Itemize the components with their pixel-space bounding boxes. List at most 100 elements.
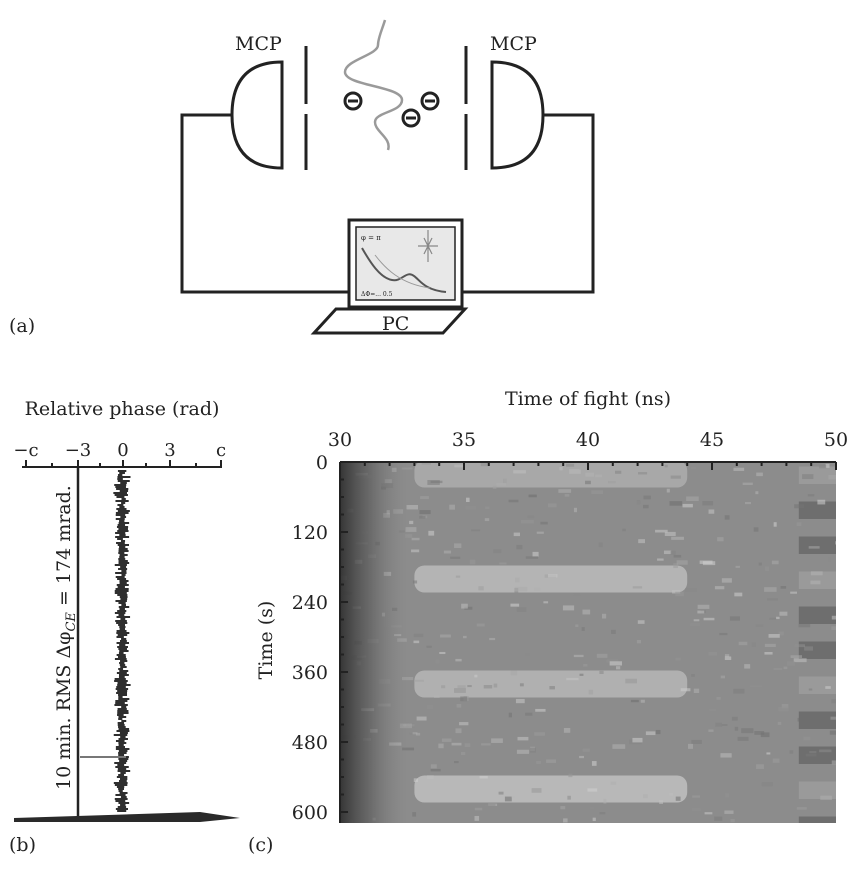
phase-trace-sample [118,560,128,562]
phase-trace-sample [116,776,128,778]
phase-axis-ticks [25,460,222,467]
phase-trace-sample [118,698,130,700]
phase-trace-sample [119,760,128,762]
phase-trace-sample [115,576,125,578]
phase-trace-sample [119,662,125,664]
phase-trace-sample [115,702,125,704]
electron-icon [401,108,421,128]
screen-text-2: ΔΦ=... 0.5 [361,291,393,298]
y-tick-label: 0 [316,452,328,474]
panel-b-phase-plot: Relative phase (rad) −c −3 0 3 c 10 min.… [9,398,240,856]
phase-trace-sample [119,520,125,522]
phase-trace-sample [117,722,125,724]
phase-trace-sample [117,470,127,472]
phase-trace-sample [119,732,128,734]
phase-trace-sample [117,806,127,808]
panel-c-label: (c) [248,834,273,856]
panel-a-schematic: φ = π ΔΦ=... 0.5 MCP MCP PC (a) [9,19,595,337]
phase-trace-sample [116,786,125,788]
phase-trace-sample [115,620,127,622]
phase-trace-sample [114,592,127,594]
electron-icon [420,91,440,111]
phase-trace-sample [114,678,126,680]
phase-trace-sample [117,586,125,588]
y-axis-title: Time (s) [255,601,277,680]
pc-laptop-icon [310,218,469,335]
x-tick-label: 50 [824,429,848,451]
phase-trace-sample [118,696,123,698]
phase-trace-sample [118,758,129,760]
phase-trace-sample [117,710,129,712]
phase-trace-sample [114,680,128,682]
phase-trace-sample [121,604,126,606]
phase-trace-sample [118,694,128,696]
phase-trace-sample [115,688,129,690]
phase-trace-sample [118,674,129,676]
phase-trace-sample [118,754,125,756]
phase-trace-sample [118,802,130,804]
phase-trace-sample [117,714,124,716]
phase-tick-label: 3 [164,440,175,461]
phase-trace-sample [119,778,128,780]
phase-tick-label: −c [13,440,38,461]
phase-trace [113,470,131,812]
rms-annotation: 10 min. RMS ΔφCE = 174 mrad. [53,485,79,790]
phase-trace-sample [119,644,126,646]
phase-trace-sample [118,750,128,752]
phase-trace-sample [121,574,126,576]
phase-trace-sample [114,762,127,764]
phase-tick-label: −3 [65,440,92,461]
phase-trace-sample [119,546,126,548]
phase-trace-sample [115,794,126,796]
phase-trace-sample [116,692,128,694]
phase-trace-sample [118,528,128,530]
phase-trace-sample [115,746,126,748]
phase-trace-sample [115,740,125,742]
electron-icon [343,91,363,111]
phase-trace-sample [118,552,125,554]
phase-trace-sample [115,512,129,514]
phase-trace-sample [118,602,126,604]
phase-trace-sample [119,650,129,652]
phase-trace-sample [118,788,125,790]
phase-trace-sample [117,610,127,612]
phase-trace-sample [117,478,123,480]
phase-trace-sample [120,666,127,668]
phase-trace-sample [118,790,123,792]
x-tick-label: 30 [328,429,352,451]
phase-trace-sample [118,780,127,782]
phase-trace-sample [116,584,129,586]
phase-trace-sample [116,730,130,732]
phase-trace-sample [115,514,126,516]
phase-trace-sample [115,808,128,810]
phase-trace-sample [118,522,130,524]
phase-trace-sample [113,734,128,736]
phase-trace-sample [116,616,131,618]
phase-trace-sample [120,736,126,738]
phase-trace-sample [117,708,127,710]
mcp-left-label: MCP [235,33,282,55]
left-mcp-detector [230,60,284,170]
y-tick-label: 240 [292,592,328,614]
phase-trace-sample [119,534,126,536]
phase-trace-sample [118,718,123,720]
phase-trace-sample [117,530,129,532]
phase-trace-sample [117,682,127,684]
phase-trace-sample [118,606,130,608]
phase-trace-sample [121,706,127,708]
phase-trace-sample [118,676,125,678]
phase-trace-sample [114,494,128,496]
phase-trace-sample [119,582,127,584]
phase-trace-sample [120,796,127,798]
phase-trace-sample [118,624,125,626]
phase-trace-sample [115,766,129,768]
phase-trace-sample [121,498,126,500]
phase-trace-sample [115,700,128,702]
phase-trace-sample [118,774,125,776]
phase-trace-sample [117,646,128,648]
phase-trace-sample [118,728,130,730]
mcp-right-label: MCP [490,33,537,55]
phase-trace-sample [117,578,127,580]
phase-trace-sample [113,492,127,494]
phase-trace-sample [119,608,125,610]
